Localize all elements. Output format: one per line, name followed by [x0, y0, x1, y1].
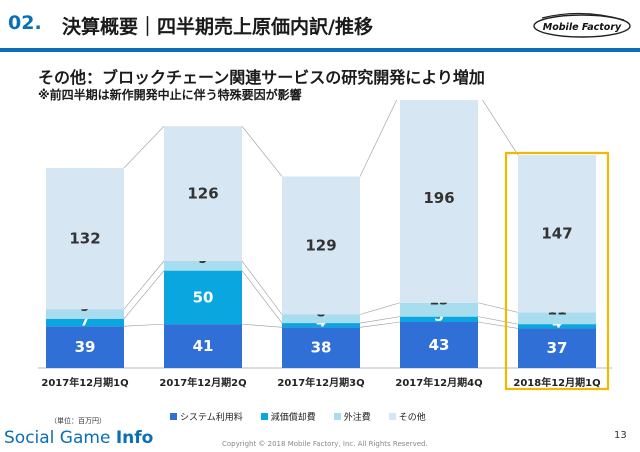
connector-line: [359, 316, 401, 324]
data-label: 50: [193, 288, 214, 306]
bar-segment: [282, 314, 360, 324]
legend-item: 減価償却費: [260, 410, 316, 423]
bar-segment: [164, 126, 242, 262]
connector-line: [123, 270, 165, 319]
connector-line: [482, 100, 519, 156]
highlight-frame: [504, 151, 610, 391]
legend-swatch: [170, 413, 177, 420]
bar-segment: [46, 318, 124, 327]
bar-segment: [400, 100, 478, 303]
category-label: 2018年12月期1Q: [513, 376, 600, 389]
bar-segment: [282, 176, 360, 315]
bar-segment: [282, 327, 360, 368]
connector-line: [359, 321, 401, 328]
bar-segment: [164, 261, 242, 271]
legend-label: 減価償却費: [270, 413, 316, 423]
page-number: 13: [614, 430, 627, 441]
legend-item: 外注費: [333, 410, 371, 423]
section-number: 02.: [8, 12, 42, 34]
bar-segment: [400, 302, 478, 317]
legend-swatch: [333, 413, 341, 420]
legend-label: 外注費: [343, 413, 371, 423]
legend-swatch: [260, 413, 268, 420]
data-label: 7: [80, 313, 90, 329]
bar-segment: [518, 324, 596, 329]
header-divider: [0, 48, 640, 52]
logo-text: Mobile Factory: [543, 22, 622, 33]
bar-segment: [518, 155, 596, 313]
connector-line: [123, 323, 165, 327]
connector-line: [359, 100, 397, 177]
connector-line: [477, 316, 519, 325]
connector-line: [241, 125, 283, 177]
bar-segment: [46, 167, 124, 310]
data-label: 39: [75, 338, 96, 356]
bar-segment: [518, 328, 596, 368]
connector-line: [477, 321, 519, 329]
category-label: 2017年12月期4Q: [395, 376, 482, 389]
category-label: 2017年12月期3Q: [277, 376, 364, 389]
connector-line: [241, 260, 283, 315]
unit-label: （単位：百万円）: [50, 417, 106, 425]
bar-segment: [400, 321, 478, 368]
copyright-text: Copyright © 2018 Mobile Factory, Inc. Al…: [222, 440, 428, 448]
legend-swatch: [388, 413, 396, 420]
legend-item: その他: [388, 410, 426, 423]
data-label: 196: [423, 189, 454, 207]
data-label: 38: [311, 339, 332, 357]
data-label: 147: [541, 225, 572, 243]
connector-line: [477, 302, 519, 313]
stacked-bar-chart: 39791322017年12月期1Q415091262017年12月期2Q384…: [38, 100, 612, 391]
footer-brand: Social Game Info: [4, 428, 153, 448]
connector-line: [241, 270, 283, 324]
headline: その他：ブロックチェーン関連サービスの研究開発により増加: [38, 68, 485, 87]
connector-line: [241, 323, 283, 328]
bar-segment: [46, 309, 124, 319]
bar-segment: [282, 323, 360, 328]
subheadline: ※前四半期は新作開発中止に伴う特殊要因が影響: [38, 88, 302, 102]
connector-line: [359, 302, 401, 315]
data-label: 126: [187, 185, 218, 203]
data-label: 132: [69, 230, 100, 248]
data-label: 37: [547, 339, 568, 357]
legend-label: システム利用料: [180, 413, 243, 423]
legend-item: システム利用料: [170, 410, 243, 423]
connector-line: [123, 260, 165, 310]
brand-light: Social Game: [4, 428, 116, 448]
legend-label: その他: [398, 413, 426, 423]
bar-segment: [400, 316, 478, 322]
mobile-factory-logo: Mobile Factory: [533, 12, 631, 38]
data-label: 41: [193, 337, 214, 355]
data-label: 43: [429, 336, 450, 354]
bar-segment: [518, 312, 596, 325]
category-label: 2017年12月期2Q: [159, 376, 246, 389]
category-label: 2017年12月期1Q: [41, 376, 128, 389]
section-title: 決算概要｜四半期売上原価内訳/推移: [62, 16, 373, 38]
data-label: 129: [305, 236, 336, 254]
chart-legend: システム利用料 減価償却費 外注費 その他: [170, 410, 426, 423]
slide-header: 02. 決算概要｜四半期売上原価内訳/推移 Mobile Factory: [0, 0, 640, 48]
brand-bold: Info: [115, 428, 154, 448]
bar-segment: [164, 324, 242, 368]
data-label: 5: [434, 309, 444, 325]
connector-line: [123, 125, 165, 169]
bar-segment: [46, 326, 124, 368]
bar-segment: [164, 270, 242, 325]
